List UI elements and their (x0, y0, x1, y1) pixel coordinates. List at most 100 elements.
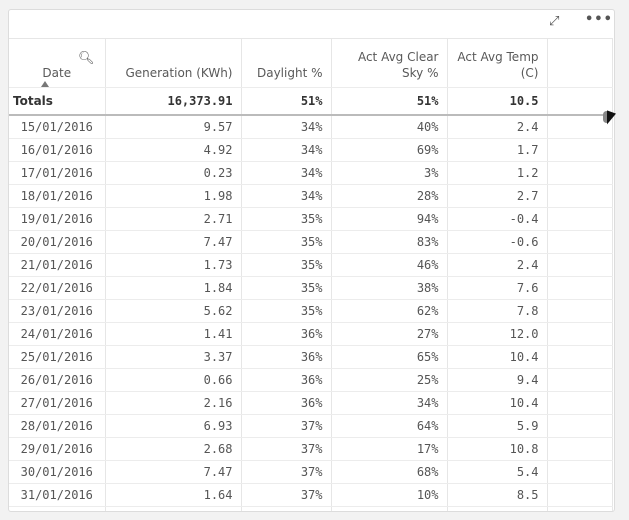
total-temp: 10.5 (447, 87, 548, 116)
cell-temp: 9.4 (447, 368, 548, 392)
table-row[interactable]: 31/01/2016 1.64 37% 10% 8.5 (9, 483, 613, 507)
empty-cell (547, 437, 613, 461)
empty-cell (547, 414, 613, 438)
table-row[interactable]: 29/01/2016 2.68 37% 17% 10.8 (9, 437, 613, 461)
column-header-temp[interactable]: Act Avg Temp (C) (447, 38, 548, 88)
empty-cell (547, 138, 613, 162)
cell-daylight: 36% (241, 368, 332, 392)
cell-clear-sky: 38% (331, 276, 448, 300)
cell-date: 24/01/2016 (9, 322, 106, 346)
cell-date: 25/01/2016 (9, 345, 106, 369)
cell-daylight: 36% (241, 391, 332, 415)
search-icon[interactable]: 🔍︎ (77, 51, 95, 66)
cell-temp: 1.2 (447, 161, 548, 185)
cell-temp: -0.4 (447, 207, 548, 231)
table-row[interactable]: 18/01/2016 1.98 34% 28% 2.7 (9, 184, 613, 208)
cell-temp: 12.0 (447, 322, 548, 346)
empty-cell (547, 506, 613, 511)
empty-cell (547, 460, 613, 484)
cell-temp: -0.6 (447, 230, 548, 254)
cell-daylight: 34% (241, 184, 332, 208)
table-row[interactable]: 26/01/2016 0.66 36% 25% 9.4 (9, 368, 613, 392)
cell-clear-sky: 27% (331, 322, 448, 346)
table-row[interactable]: 24/01/2016 1.41 36% 27% 12.0 (9, 322, 613, 346)
cell-date: 27/01/2016 (9, 391, 106, 415)
mouse-cursor-icon (607, 110, 616, 128)
cell-clear-sky: 35% (331, 506, 448, 511)
cell-daylight: 37% (241, 437, 332, 461)
cell-date: 29/01/2016 (9, 437, 106, 461)
cell-daylight: 34% (241, 161, 332, 185)
cell-daylight: 35% (241, 230, 332, 254)
table-row[interactable]: 21/01/2016 1.73 35% 46% 2.4 (9, 253, 613, 277)
cell-generation: 1.41 (105, 322, 242, 346)
cell-daylight: 35% (241, 299, 332, 323)
cell-date: 17/01/2016 (9, 161, 106, 185)
table-row[interactable]: 22/01/2016 1.84 35% 38% 7.6 (9, 276, 613, 300)
cell-date: 30/01/2016 (9, 460, 106, 484)
cell-generation: 7.47 (105, 230, 242, 254)
empty-cell (547, 299, 613, 323)
cell-daylight: 37% (241, 483, 332, 507)
cell-temp: 5.4 (447, 460, 548, 484)
cell-temp: 2.4 (447, 253, 548, 277)
empty-cell (547, 391, 613, 415)
table-row[interactable]: 30/01/2016 7.47 37% 68% 5.4 (9, 460, 613, 484)
cell-date: 23/01/2016 (9, 299, 106, 323)
cell-clear-sky: 40% (331, 115, 448, 139)
expand-icon[interactable]: ⤢ (549, 14, 560, 29)
table-row[interactable]: 20/01/2016 7.47 35% 83% -0.6 (9, 230, 613, 254)
empty-cell (547, 368, 613, 392)
cell-clear-sky: 62% (331, 299, 448, 323)
cell-generation: 2.16 (105, 391, 242, 415)
cell-daylight: 36% (241, 322, 332, 346)
empty-cell (547, 161, 613, 185)
column-header-date[interactable]: Date 🔍︎ (9, 38, 106, 88)
column-header-clear-sky[interactable]: Act Avg Clear Sky % (331, 38, 448, 88)
cell-generation: 4.33 (105, 506, 242, 511)
table-row[interactable]: 28/01/2016 6.93 37% 64% 5.9 (9, 414, 613, 438)
table-row[interactable]: 25/01/2016 3.37 36% 65% 10.4 (9, 345, 613, 369)
cell-generation: 2.71 (105, 207, 242, 231)
cell-generation: 4.92 (105, 138, 242, 162)
cell-clear-sky: 69% (331, 138, 448, 162)
cell-daylight: 35% (241, 276, 332, 300)
empty-cell (547, 207, 613, 231)
cell-date: 18/01/2016 (9, 184, 106, 208)
scrollbar-handle[interactable] (603, 111, 610, 123)
cell-generation: 0.66 (105, 368, 242, 392)
empty-cell (547, 483, 613, 507)
column-header-generation[interactable]: Generation (KWh) (105, 38, 242, 88)
panel-toolbar: ⤢ ••• (9, 10, 614, 38)
cell-clear-sky: 83% (331, 230, 448, 254)
cell-temp: 10.8 (447, 437, 548, 461)
cell-date: 15/01/2016 (9, 115, 106, 139)
cell-generation: 5.62 (105, 299, 242, 323)
cell-clear-sky: 65% (331, 345, 448, 369)
cell-temp: 2.7 (447, 184, 548, 208)
cell-clear-sky: 17% (331, 437, 448, 461)
cell-date: 21/01/2016 (9, 253, 106, 277)
cell-clear-sky: 64% (331, 414, 448, 438)
column-header-daylight[interactable]: Daylight % (241, 38, 332, 88)
cell-daylight: 35% (241, 207, 332, 231)
table-row[interactable]: 17/01/2016 0.23 34% 3% 1.2 (9, 161, 613, 185)
table-row[interactable]: 15/01/2016 9.57 34% 40% 2.4 (9, 115, 613, 139)
more-options-icon[interactable]: ••• (585, 12, 613, 27)
cell-generation: 1.98 (105, 184, 242, 208)
cell-clear-sky: 10% (331, 483, 448, 507)
cell-clear-sky: 68% (331, 460, 448, 484)
cell-temp: 8.5 (447, 483, 548, 507)
empty-cell (547, 253, 613, 277)
table-row[interactable]: 27/01/2016 2.16 36% 34% 10.4 (9, 391, 613, 415)
cell-date: 20/01/2016 (9, 230, 106, 254)
table-row[interactable]: 16/01/2016 4.92 34% 69% 1.7 (9, 138, 613, 162)
table-row[interactable]: 19/01/2016 2.71 35% 94% -0.4 (9, 207, 613, 231)
empty-cell (547, 230, 613, 254)
total-generation: 16,373.91 (105, 87, 242, 116)
empty-cell (547, 322, 613, 346)
table-row[interactable]: 23/01/2016 5.62 35% 62% 7.8 (9, 299, 613, 323)
cell-daylight: 34% (241, 138, 332, 162)
cell-generation: 0.23 (105, 161, 242, 185)
